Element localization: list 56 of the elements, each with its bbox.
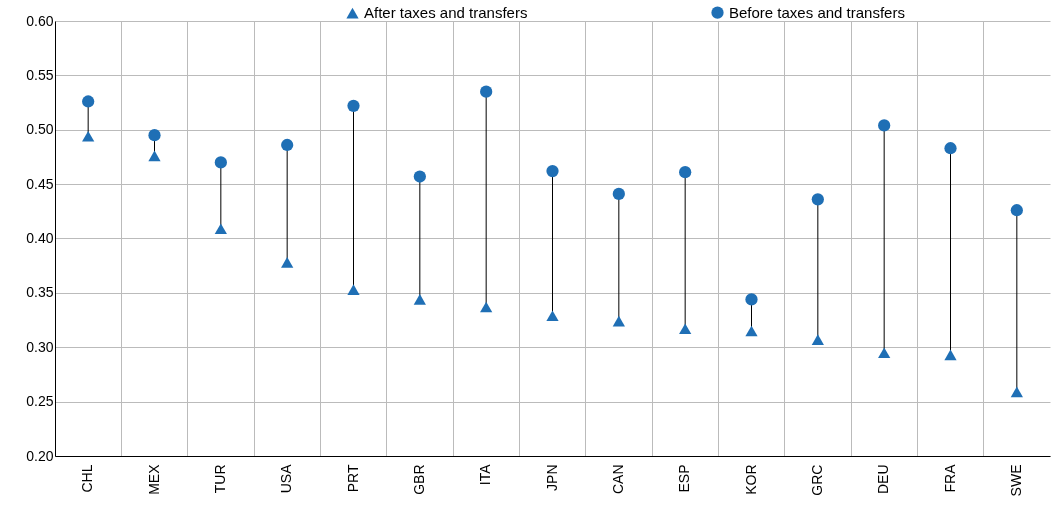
y-tick-label: 0.45 bbox=[26, 175, 54, 192]
point bbox=[546, 310, 559, 322]
y-tick-label: 0.20 bbox=[26, 447, 54, 464]
x-tick-label: JPN bbox=[543, 464, 560, 491]
point bbox=[679, 323, 692, 335]
point bbox=[347, 284, 360, 295]
point bbox=[148, 129, 161, 142]
point bbox=[347, 99, 360, 112]
x-tick-label: SWE bbox=[1007, 464, 1024, 497]
y-tick-label: 0.60 bbox=[26, 12, 54, 29]
point bbox=[1010, 204, 1023, 217]
point bbox=[281, 138, 294, 152]
point bbox=[413, 294, 426, 305]
point bbox=[82, 130, 95, 142]
x-tick-label: ITA bbox=[477, 463, 494, 486]
x-tick-label: KOR bbox=[742, 464, 759, 495]
y-tick-label: 0.25 bbox=[26, 393, 54, 410]
point bbox=[214, 223, 227, 235]
point bbox=[745, 325, 758, 337]
point bbox=[878, 119, 891, 132]
y-tick-label: 0.40 bbox=[26, 230, 54, 246]
point bbox=[745, 293, 758, 306]
point bbox=[679, 166, 692, 179]
y-tick-label: 0.50 bbox=[26, 121, 54, 138]
point bbox=[480, 85, 493, 98]
x-tick-label: GBR bbox=[410, 464, 427, 495]
x-tick-label: FRA bbox=[941, 463, 958, 493]
point bbox=[811, 334, 824, 345]
point bbox=[281, 257, 294, 268]
x-tick-label: USA bbox=[278, 463, 295, 494]
x-tick-label: MEX bbox=[145, 463, 162, 495]
x-tick-label: TUR bbox=[211, 464, 228, 494]
point bbox=[612, 315, 625, 327]
y-tick-label: 0.35 bbox=[26, 284, 54, 301]
point bbox=[214, 156, 227, 169]
x-tick-label: ESP bbox=[676, 464, 693, 493]
legend-label: After taxes and transfers bbox=[364, 4, 528, 22]
x-tick-label: DEU bbox=[875, 464, 892, 495]
point bbox=[1010, 386, 1023, 398]
x-tick-label: CAN bbox=[609, 464, 626, 495]
x-tick-label: GRC bbox=[808, 464, 825, 496]
point bbox=[944, 349, 957, 361]
point bbox=[612, 187, 625, 201]
x-tick-label: CHL bbox=[79, 464, 96, 493]
point bbox=[82, 95, 95, 108]
point bbox=[944, 142, 957, 155]
point bbox=[546, 164, 559, 178]
x-tick-label: PRT bbox=[344, 464, 361, 493]
point bbox=[413, 170, 426, 183]
legend-label: Before taxes and transfers bbox=[729, 3, 905, 21]
point bbox=[878, 347, 891, 358]
point bbox=[148, 150, 161, 162]
y-tick-label: 0.30 bbox=[26, 338, 54, 355]
point bbox=[811, 193, 824, 206]
point bbox=[480, 301, 493, 313]
y-tick-label: 0.55 bbox=[26, 66, 54, 83]
